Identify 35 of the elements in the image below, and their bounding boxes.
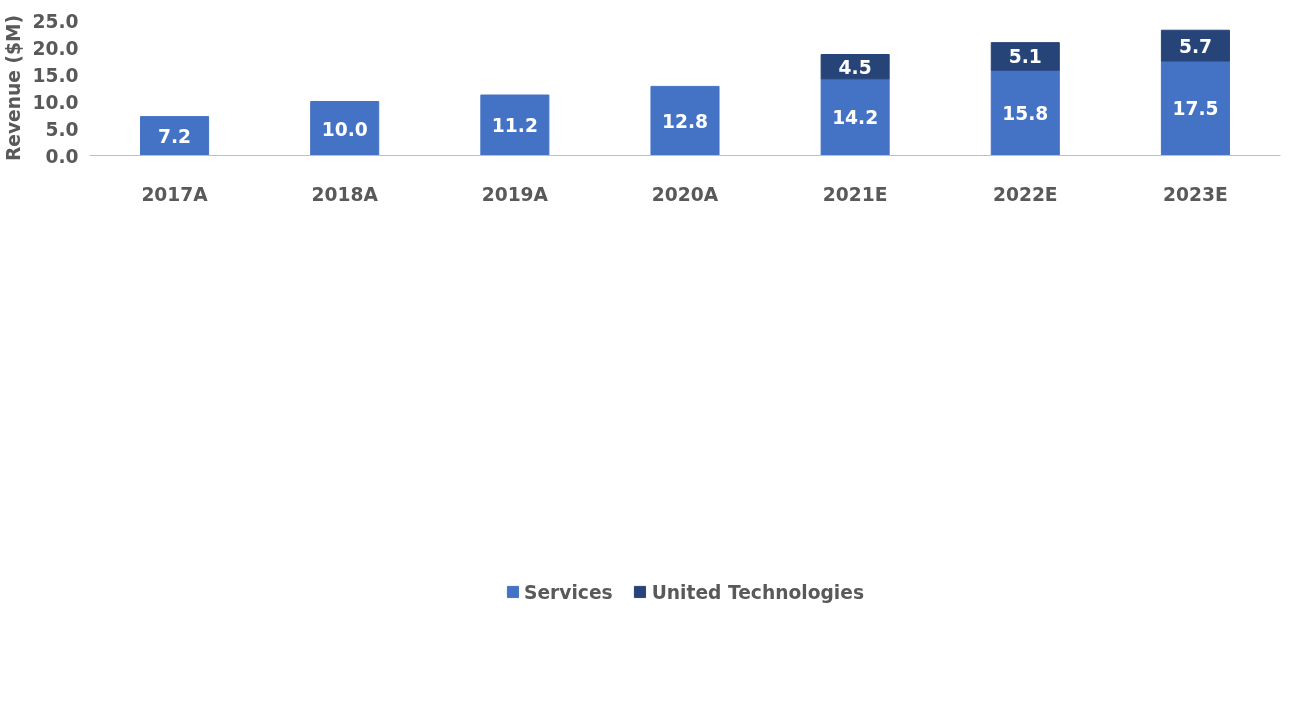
data-label: 14.2 (832, 107, 879, 129)
x-tick-label: 2022E (992, 183, 1058, 205)
y-tick-label: 20.0 (32, 37, 79, 59)
legend-label: Services (524, 581, 613, 603)
data-label: 7.2 (158, 126, 192, 148)
legend-label: United Technologies (651, 581, 864, 603)
y-tick-label: 0.0 (45, 145, 79, 167)
y-tick-label: 5.0 (45, 118, 79, 140)
bar (310, 101, 380, 156)
bar (990, 69, 1060, 156)
y-axis-title: Revenue ($M) (3, 14, 25, 162)
x-tick-label: 2019A (481, 183, 549, 205)
data-label: 15.8 (1002, 102, 1049, 124)
data-label: 5.1 (1008, 46, 1042, 68)
bar (990, 42, 1060, 71)
bar (650, 85, 720, 156)
x-tick-label: 2023E (1163, 183, 1228, 205)
x-tick-label: 2017A (141, 183, 209, 205)
x-tick-label: 2018A (311, 183, 379, 205)
data-label: 5.7 (1178, 35, 1212, 57)
y-tick-label: 10.0 (32, 91, 79, 113)
bar (480, 94, 550, 156)
x-tick-label: 2020A (651, 183, 719, 205)
data-label: 11.2 (491, 115, 538, 137)
x-tick-label: 2021E (822, 183, 888, 205)
data-label: 17.5 (1172, 98, 1219, 120)
data-label: 10.0 (321, 118, 368, 140)
bar (1160, 60, 1230, 156)
bar (140, 116, 210, 156)
data-label: 12.8 (661, 110, 709, 132)
data-label: 4.5 (838, 56, 872, 78)
y-tick-label: 25.0 (32, 10, 79, 32)
bar (820, 78, 890, 156)
bar (1160, 29, 1230, 62)
y-tick-label: 15.0 (32, 64, 79, 86)
